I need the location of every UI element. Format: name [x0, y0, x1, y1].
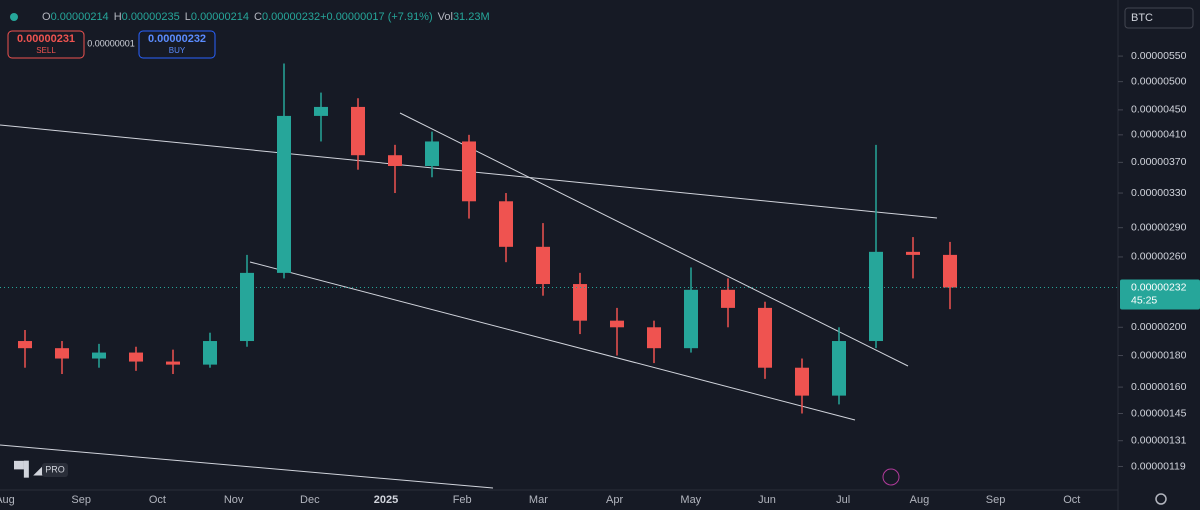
x-tick-label: Jul	[836, 494, 850, 506]
buy-price[interactable]: 0.00000232	[148, 33, 206, 45]
x-tick-label: May	[680, 494, 701, 506]
y-tick-label: 0.00000290	[1131, 221, 1187, 233]
candle-body	[203, 341, 217, 365]
header-value: 31.23M	[453, 11, 490, 23]
y-tick-label: 0.00000330	[1131, 187, 1187, 199]
y-tick-label: 0.00000119	[1131, 460, 1186, 472]
trend-line	[399, 112, 909, 367]
header-label: O	[42, 11, 51, 23]
logo-mark: ▀▌◢	[14, 461, 45, 479]
ohlc-header: O0.00000214 H0.00000235 L0.00000214 C0.0000…	[42, 11, 490, 23]
y-tick-label: 0.00000410	[1131, 129, 1187, 141]
x-tick-label: Dec	[300, 494, 320, 506]
candle-body	[92, 352, 106, 359]
trend-line	[0, 444, 494, 489]
x-tick-label: Sep	[986, 494, 1006, 506]
y-tick-label: 0.00000180	[1131, 349, 1187, 361]
x-tick-label: Oct	[1063, 494, 1080, 506]
header-label: L	[185, 11, 191, 23]
candle-body	[388, 155, 402, 167]
candle-body	[166, 361, 180, 365]
y-tick-label: 0.00000500	[1131, 75, 1187, 87]
x-tick-label: Feb	[453, 494, 472, 506]
candle-body	[536, 246, 550, 285]
y-tick-label: 0.00000160	[1131, 381, 1187, 393]
candle-body	[240, 272, 254, 342]
x-tick-label: 2025	[374, 494, 398, 506]
header-label: H	[114, 11, 122, 23]
settings-icon[interactable]	[1155, 493, 1167, 505]
candle-body	[721, 289, 735, 308]
status-dot	[10, 13, 18, 21]
x-tick-label: Oct	[149, 494, 166, 506]
header-label: C	[254, 11, 262, 23]
candle-body	[573, 284, 587, 321]
symbol[interactable]: BTC	[1131, 12, 1153, 24]
header-value: 0.00000235	[122, 11, 180, 23]
symbol-select[interactable]	[1124, 7, 1194, 29]
candle-body	[795, 367, 809, 396]
candle-body	[943, 254, 957, 288]
header-value: 0.00000214	[191, 11, 249, 23]
candle-body	[314, 106, 328, 116]
header-value: 0.00000232	[262, 11, 320, 23]
candle-body	[758, 307, 772, 368]
y-tick-label: 0.00000370	[1131, 156, 1187, 168]
trend-line	[249, 261, 856, 421]
buy-label[interactable]: BUY	[169, 46, 186, 55]
spread: 0.00000001	[87, 38, 135, 48]
candle-body	[425, 141, 439, 167]
flash-icon[interactable]	[882, 468, 900, 486]
header-value: +0.00000017 (+7.91%)	[320, 11, 433, 23]
candle-body	[55, 348, 69, 359]
buy-button[interactable]	[138, 30, 216, 59]
candle-body	[647, 327, 661, 349]
candle-body	[351, 106, 365, 156]
candle-body	[277, 115, 291, 273]
candle-body	[129, 352, 143, 362]
countdown: 45:25	[1131, 294, 1157, 306]
x-tick-label: Sep	[71, 494, 91, 506]
y-tick-label: 0.00000131	[1131, 434, 1187, 446]
y-tick-label: 0.00000200	[1131, 321, 1187, 333]
y-tick-label: 0.00000450	[1131, 104, 1187, 116]
header-value: 0.00000214	[51, 11, 109, 23]
price-tag-value: 0.00000232	[1131, 281, 1187, 293]
candle-body	[832, 341, 846, 396]
candle-body	[610, 320, 624, 328]
price-tag	[1120, 279, 1200, 310]
sell-button[interactable]	[7, 30, 85, 59]
y-tick-label: 0.00000260	[1131, 251, 1187, 263]
header-label: Vol	[438, 11, 453, 23]
candle-body	[18, 341, 32, 349]
y-tick-label: 0.00000145	[1131, 407, 1187, 419]
candle-body	[499, 201, 513, 247]
candle-body	[906, 251, 920, 255]
x-tick-label: Aug	[0, 494, 15, 506]
x-tick-label: Aug	[910, 494, 930, 506]
x-tick-label: Mar	[529, 494, 548, 506]
logo-badge	[42, 463, 68, 477]
candles	[18, 63, 957, 414]
x-tick-label: Nov	[224, 494, 244, 506]
x-tick-label: Apr	[606, 494, 623, 506]
sell-label[interactable]: SELL	[36, 46, 56, 55]
y-tick-label: 0.00000550	[1131, 50, 1187, 62]
sell-price[interactable]: 0.00000231	[17, 33, 75, 45]
candle-body	[462, 141, 476, 202]
x-tick-label: Jun	[758, 494, 776, 506]
logo-text: PRO	[45, 464, 65, 474]
candle-body	[869, 251, 883, 342]
candle-body	[684, 289, 698, 349]
